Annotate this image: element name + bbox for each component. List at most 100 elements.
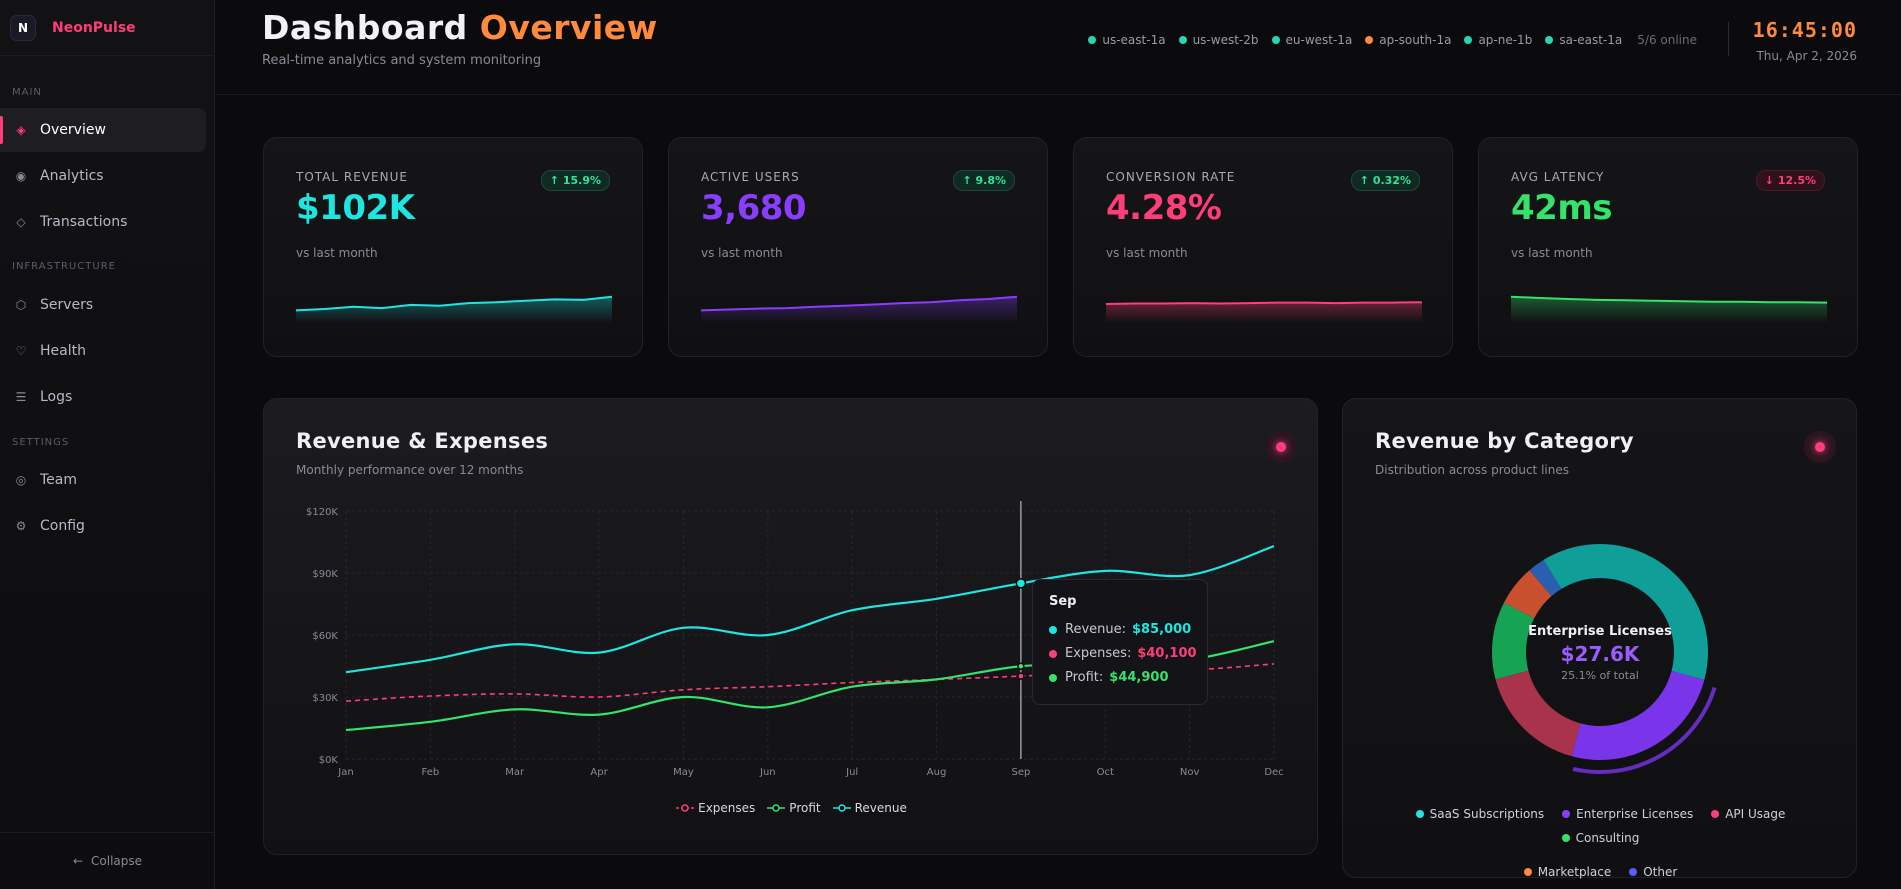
y-tick-label: $60K [312,631,338,642]
sidebar-item-label: Transactions [40,214,128,230]
legend-item[interactable]: Enterprise Licenses [1562,807,1693,821]
region-status[interactable]: ap-south-1a [1365,33,1451,47]
kpi-card[interactable]: ACTIVE USERS 3,680 vs last month ↑ 9.8% [668,137,1048,357]
legend-label: API Usage [1725,807,1786,821]
x-tick-label: Oct [1097,767,1114,778]
region-online-count: 5/6 online [1637,33,1697,47]
revenue-dot-icon [1049,625,1057,634]
y-tick-label: $90K [312,569,338,580]
status-dot-icon [1365,36,1374,44]
y-tick-label: $30K [312,693,338,704]
sidebar-item-transactions[interactable]: ◇ Transactions [0,200,206,244]
donut-slice-saas-subscriptions [1543,544,1708,680]
sidebar-item-team[interactable]: ◎ Team [0,458,206,502]
region-status[interactable]: ap-ne-1b [1464,33,1532,47]
revenue-category-panel: Revenue by Category Distribution across … [1342,398,1858,879]
kpi-label: CONVERSION RATE [1106,170,1236,184]
region-name: eu-west-1a [1285,33,1353,47]
highlight-point-revenue [1015,578,1027,589]
x-tick-label: May [673,767,694,778]
live-indicator-button[interactable] [1804,431,1836,463]
kpi-change-badge: ↓ 12.5% [1755,170,1825,191]
kpi-sparkline [701,295,1017,323]
legend-item[interactable]: Consulting [1561,831,1639,845]
x-tick-label: Dec [1264,767,1283,778]
kpi-value: 42ms [1511,188,1612,228]
panel-title: Revenue & Expenses [296,429,549,453]
clock-date: Thu, Apr 2, 2026 [1756,49,1857,63]
region-status[interactable]: us-east-1a [1088,33,1166,47]
region-name: sa-east-1a [1559,33,1623,47]
sparkline-area [1511,296,1827,323]
legend-item[interactable]: Marketplace [1523,865,1612,879]
sidebar-item-config[interactable]: ⚙ Config [0,504,206,548]
circle-icon: ◉ [15,169,27,183]
legend-marker-icon [676,804,695,812]
kpi-card[interactable]: AVG LATENCY 42ms vs last month ↓ 12.5% [1478,137,1858,357]
kpi-value: $102K [296,188,415,228]
sidebar-item-health[interactable]: ♡ Health [0,329,206,373]
x-tick-label: Jun [759,767,776,778]
kpi-card[interactable]: CONVERSION RATE 4.28% vs last month ↑ 0.32% [1073,137,1453,357]
legend-item[interactable]: SaaS Subscriptions [1415,807,1545,821]
diamond-outline-icon: ◇ [16,215,26,229]
legend-item-profit[interactable]: Profit [767,801,821,815]
legend-marker-icon [832,804,851,812]
x-tick-label: Apr [590,767,608,778]
category-donut-chart[interactable] [1343,399,1858,879]
page-subtitle: Real-time analytics and system monitorin… [262,53,542,68]
tooltip-row-expenses: Expenses: $40,100 [1049,646,1197,661]
legend-dot-icon [1523,868,1532,876]
kpi-label: TOTAL REVENUE [296,170,408,184]
legend-label: Marketplace [1537,865,1612,879]
legend-item-expenses[interactable]: Expenses [676,801,755,815]
live-indicator-button[interactable] [1265,431,1297,463]
legend-label: SaaS Subscriptions [1429,807,1545,821]
region-status[interactable]: eu-west-1a [1271,33,1353,47]
header: Dashboard Overview Real-time analytics a… [216,0,1901,95]
y-tick-label: $120K [306,507,338,518]
legend-item-revenue[interactable]: Revenue [832,801,907,815]
legend-label: Expenses [698,801,756,815]
profit-dot-icon [1049,673,1057,682]
donut-slice-other [1529,559,1562,597]
legend-item[interactable]: Other [1629,865,1677,879]
region-status[interactable]: sa-east-1a [1545,33,1622,47]
x-tick-label: Jul [845,767,858,778]
collapse-button[interactable]: ← Collapse [0,832,215,889]
kpi-sparkline [296,295,612,323]
kpi-value: 3,680 [701,188,807,228]
panel-title: Revenue by Category [1375,429,1634,453]
tooltip-label: Revenue: [1065,622,1126,637]
legend-label: Profit [789,801,821,815]
region-name: ap-south-1a [1379,33,1452,47]
revenue-expenses-panel: Revenue & Expenses Monthly performance o… [263,398,1318,855]
brand-name: NeonPulse [52,19,136,36]
tooltip-label: Expenses: [1065,646,1132,661]
sidebar-item-label: Analytics [40,168,104,184]
kpi-card[interactable]: TOTAL REVENUE $102K vs last month ↑ 15.9% [263,137,643,357]
ring-icon: ◎ [15,473,27,487]
expenses-dot-icon [1049,649,1057,658]
region-status[interactable]: us-west-2b [1178,33,1259,47]
donut-center-label: Enterprise Licenses [1528,624,1672,639]
sidebar-item-label: Team [40,472,78,488]
x-tick-label: Jan [337,767,353,778]
region-name: us-east-1a [1102,33,1166,47]
status-dot-icon [1178,36,1187,44]
sidebar-item-analytics[interactable]: ◉ Analytics [0,154,206,198]
status-dot-icon [1545,36,1554,44]
sidebar-item-servers[interactable]: ⬡ Servers [0,283,206,327]
donut-slice-enterprise-licenses [1571,671,1705,760]
x-tick-label: Mar [505,767,525,778]
sidebar-item-logs[interactable]: ☰ Logs [0,375,206,419]
sidebar-item-label: Overview [40,122,106,138]
x-tick-label: Feb [422,767,440,778]
legend-dot-icon [1562,810,1571,818]
sidebar-item-overview[interactable]: ◈ Overview [0,108,206,152]
nav-section-settings: SETTINGS [12,437,70,448]
legend-item[interactable]: API Usage [1711,807,1785,821]
legend-dot-icon [1711,810,1720,818]
series-line-revenue [345,545,1275,674]
brand[interactable]: N NeonPulse [0,0,214,56]
